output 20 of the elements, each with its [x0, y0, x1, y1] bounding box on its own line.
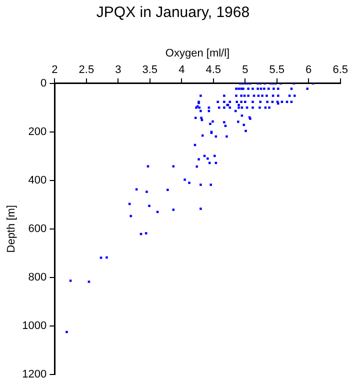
- y-tick-label: 800: [28, 271, 47, 284]
- y-tick-label: 600: [28, 222, 47, 235]
- x-tick-label: 3.5: [142, 64, 158, 76]
- x-tick-label: 5: [242, 64, 248, 76]
- y-tick-label: 1000: [22, 320, 47, 332]
- chart-title: JPQX in January, 1968: [96, 4, 250, 22]
- x-tick-label: 4.5: [206, 64, 222, 76]
- x-tick-label: 5.5: [269, 64, 285, 76]
- y-tick-label: 400: [28, 174, 47, 186]
- x-tick-label: 2.5: [78, 64, 94, 76]
- y-axis-title: Depth [m]: [6, 205, 18, 253]
- x-tick-label: 6.5: [332, 64, 348, 76]
- x-tick-label: 4: [178, 64, 185, 76]
- y-tick-label: 1200: [22, 368, 47, 380]
- y-tick-label: 200: [28, 126, 47, 138]
- y-tick-label: 0: [40, 77, 47, 90]
- x-tick-label: 6: [306, 64, 312, 76]
- x-axis-title: Oxygen [ml/l]: [165, 48, 230, 60]
- x-tick-label: 3: [115, 64, 122, 76]
- x-tick-label: 2: [52, 64, 58, 76]
